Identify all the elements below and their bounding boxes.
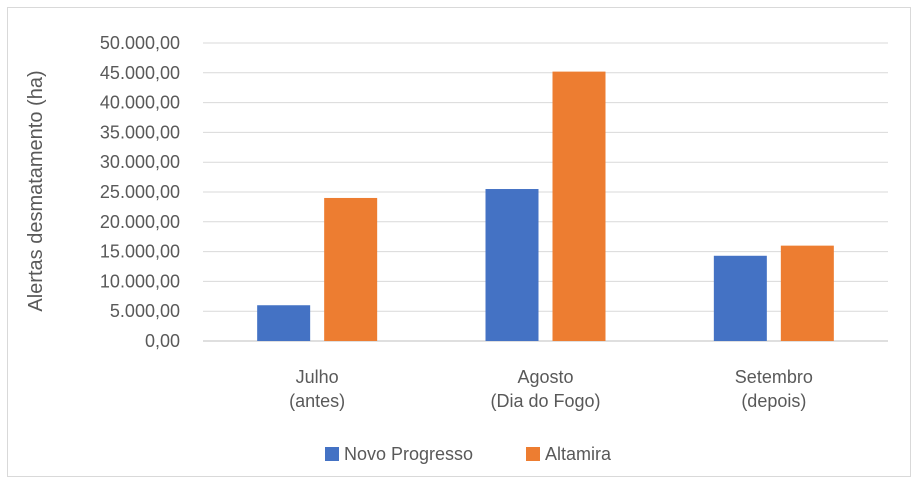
x-tick-label-line: Setembro bbox=[735, 367, 813, 387]
y-tick-label: 20.000,00 bbox=[100, 212, 180, 232]
y-tick-label: 40.000,00 bbox=[100, 93, 180, 113]
y-tick-label: 10.000,00 bbox=[100, 271, 180, 291]
x-tick-label: Agosto (Dia do Fogo) bbox=[490, 367, 600, 411]
y-tick-label: 25.000,00 bbox=[100, 182, 180, 202]
x-tick-label: Setembro (depois) bbox=[735, 367, 813, 411]
bar-novo-progresso-1 bbox=[485, 189, 539, 341]
y-tick-label: 30.000,00 bbox=[100, 152, 180, 172]
x-axis-ticks: Julho (antes) Agosto (Dia do Fogo) Setembro (… bbox=[289, 367, 813, 411]
bar-altamira-1 bbox=[552, 71, 606, 341]
y-axis-label: Alertas desmatamento (ha) bbox=[25, 70, 47, 311]
chart-frame bbox=[7, 7, 911, 477]
legend: Novo Progresso Altamira bbox=[325, 444, 612, 464]
legend-swatch bbox=[526, 447, 540, 461]
legend-label: Altamira bbox=[545, 444, 612, 464]
legend-label: Novo Progresso bbox=[344, 444, 473, 464]
y-tick-label: 50.000,00 bbox=[100, 33, 180, 53]
x-tick-label-line: Agosto bbox=[517, 367, 573, 387]
bar-altamira-2 bbox=[780, 245, 834, 341]
bar-novo-progresso-2 bbox=[713, 255, 767, 341]
x-tick-label: Julho (antes) bbox=[289, 367, 345, 411]
bar-novo-progresso-0 bbox=[257, 305, 311, 341]
y-tick-label: 0,00 bbox=[145, 331, 180, 351]
y-tick-label: 15.000,00 bbox=[100, 242, 180, 262]
y-tick-label: 5.000,00 bbox=[110, 301, 180, 321]
legend-swatch bbox=[325, 447, 339, 461]
bars bbox=[257, 71, 834, 341]
x-tick-label-line: (depois) bbox=[741, 391, 806, 411]
y-tick-label: 45.000,00 bbox=[100, 63, 180, 83]
y-axis-ticks: 0,00 5.000,00 10.000,00 15.000,00 20.000,00 2… bbox=[100, 33, 180, 351]
y-tick-label: 35.000,00 bbox=[100, 122, 180, 142]
x-tick-label-line: (antes) bbox=[289, 391, 345, 411]
x-tick-label-line: Julho bbox=[296, 367, 339, 387]
x-tick-label-line: (Dia do Fogo) bbox=[490, 391, 600, 411]
bar-altamira-0 bbox=[324, 197, 378, 341]
gridlines bbox=[203, 42, 888, 342]
